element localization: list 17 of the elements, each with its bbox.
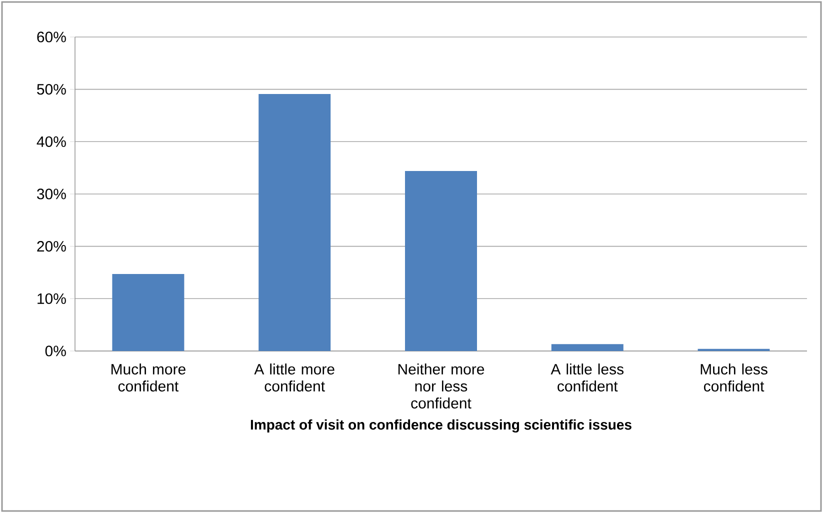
x-tick-label: A little more confident [254,364,334,392]
y-tick-label: 30% [37,188,66,200]
y-tick-label: 0% [45,346,66,356]
x-tick-label: Neither more nor less confident [398,364,484,409]
y-tick-label: 40% [36,136,66,147]
y-tick-label: 60% [37,32,66,42]
y-tick-label: 50% [37,84,66,95]
x-axis-title: Impact of visit on confidence discussing scientific issues [250,419,632,433]
x-tick-label: Much more confident [112,364,186,392]
bar [405,170,477,351]
bar [112,274,184,351]
y-tick-label: 20% [37,241,66,252]
x-tick-label: A little less confident [550,364,624,392]
bar [258,94,331,351]
bar [551,344,624,351]
y-tick-label: 10% [38,293,66,304]
x-tick-label: Much less confident [700,364,768,392]
